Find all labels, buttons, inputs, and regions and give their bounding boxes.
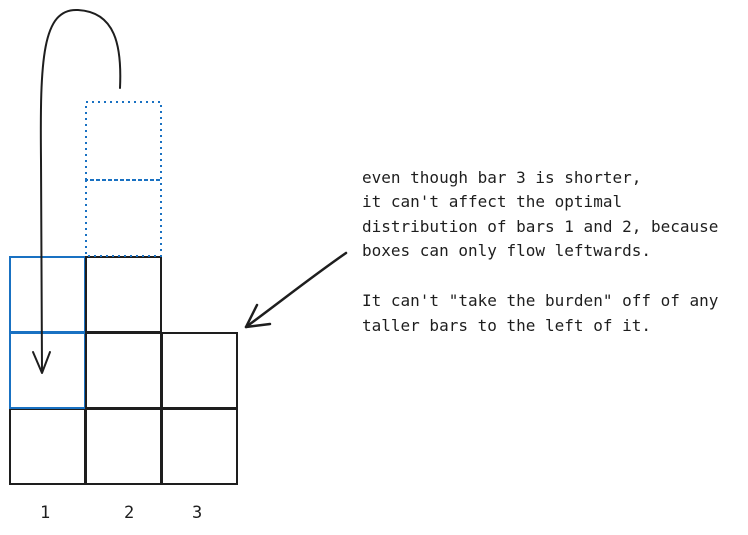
annotation: even though bar 3 is shorter, it can't a… <box>362 168 719 335</box>
bar-2-label: 2 <box>124 503 134 523</box>
annotation-line-4: boxes can only flow leftwards. <box>362 241 651 260</box>
bar-1-box-3 <box>9 256 86 333</box>
bar-1-box-1 <box>9 408 86 485</box>
pointer-arrow-icon <box>244 251 348 329</box>
bar-3-box-2 <box>161 332 238 409</box>
bar-2-moved-box-1 <box>85 179 162 257</box>
bar-3-box-1 <box>161 408 238 485</box>
annotation-line-6: It can't "take the burden" off of any <box>362 291 719 310</box>
bar-1-label: 1 <box>40 503 50 523</box>
curved-arrow-icon <box>32 8 122 374</box>
annotation-line-2: it can't affect the optimal <box>362 192 622 211</box>
bar-1-box-2 <box>9 332 86 409</box>
bar-3-label: 3 <box>192 503 202 523</box>
annotation-line-3: distribution of bars 1 and 2, because <box>362 217 718 236</box>
bar-2-box-3 <box>85 256 162 333</box>
annotation-line-1: even though bar 3 is shorter, <box>362 168 641 187</box>
bar-2-box-1 <box>85 408 162 485</box>
annotation-line-7: taller bars to the left of it. <box>362 316 651 335</box>
bar-2-moved-box-2 <box>85 101 162 181</box>
bar-2-box-2 <box>85 332 162 409</box>
